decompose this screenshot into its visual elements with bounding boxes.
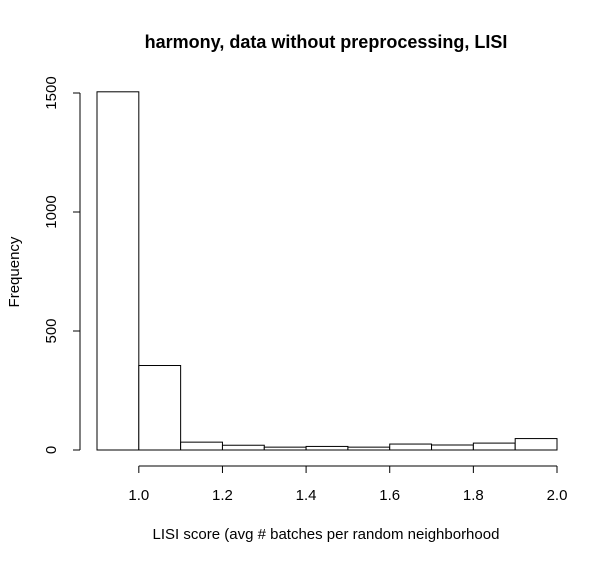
histogram-bar-5 [305, 445, 349, 451]
histogram-bar-2 [180, 441, 223, 451]
histogram-bar-7 [389, 443, 433, 451]
x-axis-label: LISI score (avg # batches per random nei… [153, 526, 500, 543]
y-tick-label-0: 0 [43, 446, 60, 454]
x-tick-label-1: 1.2 [212, 487, 233, 504]
histogram-bar-3 [221, 444, 265, 451]
histogram-bar-6 [347, 446, 391, 451]
histogram-bar-0 [96, 91, 140, 451]
x-tick-label-4: 1.8 [463, 487, 484, 504]
histogram-bar-8 [431, 444, 474, 451]
histogram-bar-10 [514, 438, 558, 451]
y-axis-label: Frequency [6, 236, 23, 307]
axes-layer: 1.0 1.2 1.4 1.6 1.8 2.0 0 500 1000 1500 [43, 76, 567, 504]
y-tick-label-1: 500 [43, 318, 60, 343]
histogram-bar-9 [472, 442, 516, 451]
chart-title: harmony, data without preprocessing, LIS… [145, 32, 508, 52]
x-tick-label-3: 1.6 [379, 487, 400, 504]
y-tick-label-2: 1000 [43, 195, 60, 228]
y-tick-label-3: 1500 [43, 76, 60, 109]
histogram-bar-1 [138, 365, 182, 451]
x-tick-label-0: 1.0 [128, 487, 149, 504]
x-tick-label-2: 1.4 [296, 487, 317, 504]
bars-layer [96, 91, 558, 451]
histogram-bar-4 [263, 446, 307, 451]
x-tick-label-5: 2.0 [547, 487, 568, 504]
